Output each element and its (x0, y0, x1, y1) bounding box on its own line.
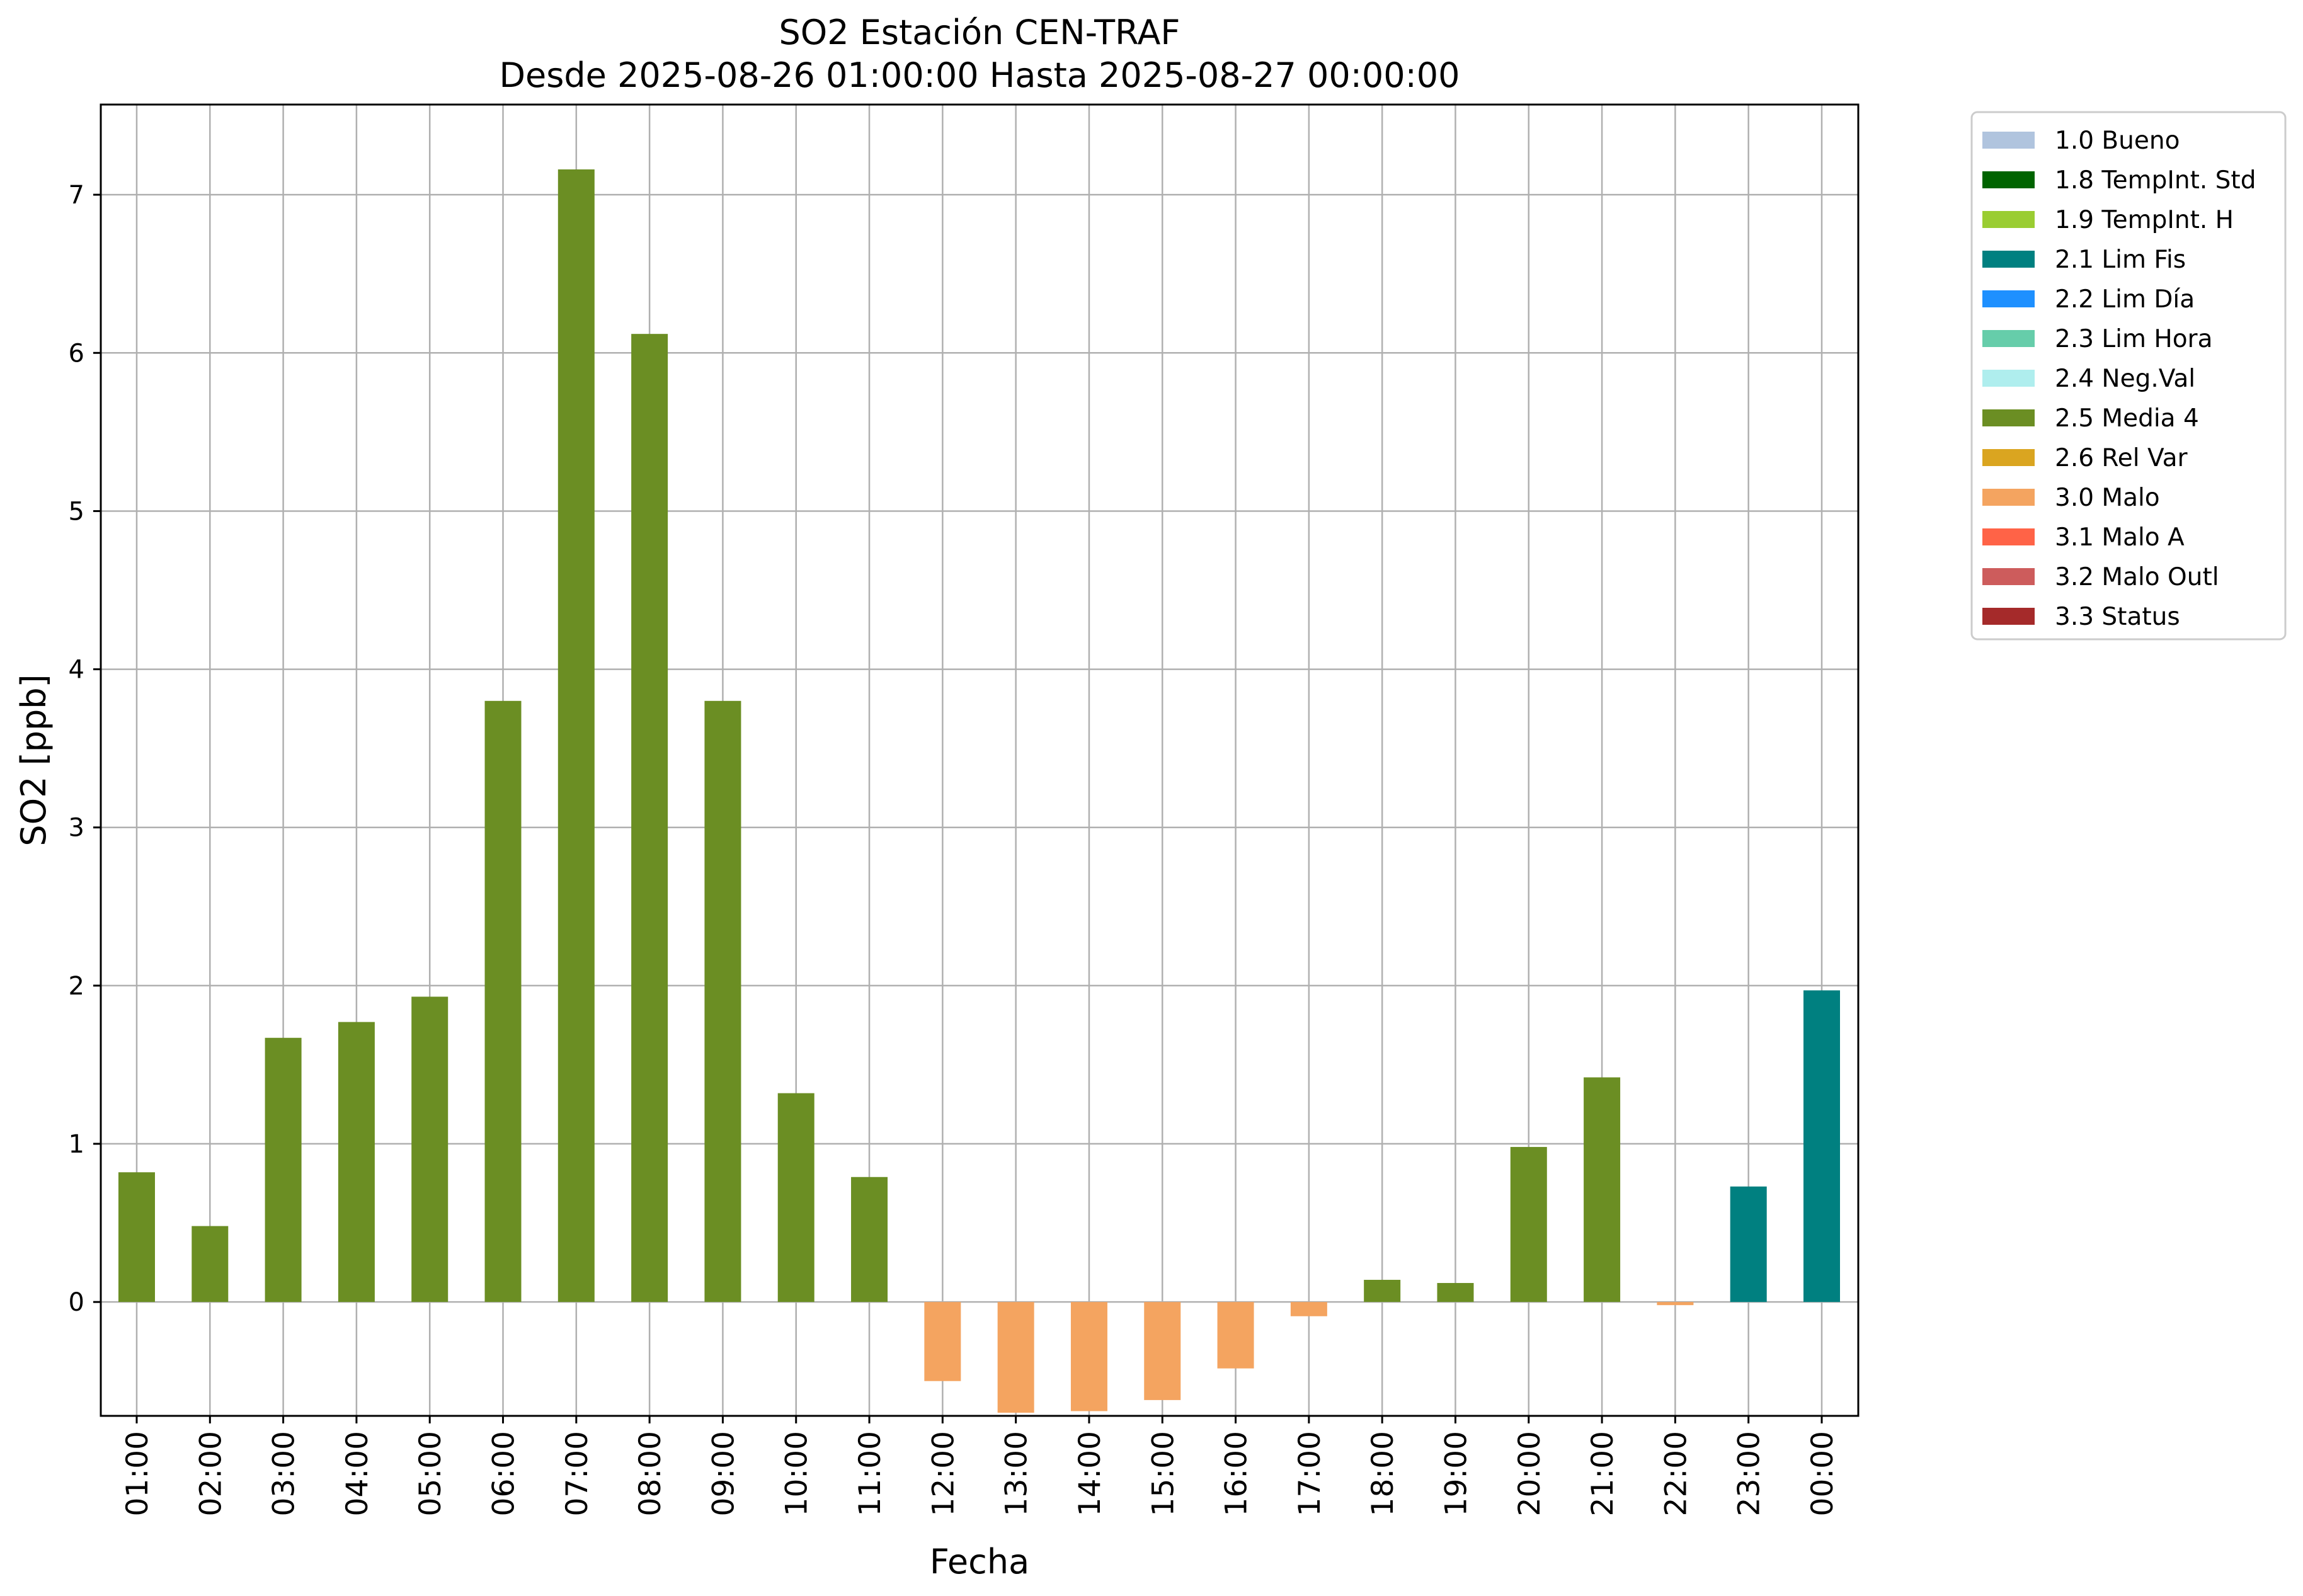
x-tick-label: 17:00 (1293, 1431, 1327, 1516)
bar (777, 1093, 814, 1302)
bar (1510, 1147, 1547, 1302)
bar (557, 169, 595, 1302)
x-tick-label: 21:00 (1586, 1431, 1620, 1516)
x-tick-label: 05:00 (413, 1431, 448, 1516)
bar (265, 1037, 302, 1302)
legend-frame (1970, 111, 2287, 641)
x-tick-label: 06:00 (487, 1431, 522, 1516)
x-tick-label: 08:00 (633, 1431, 668, 1516)
legend-swatch (1982, 330, 2035, 347)
bar (1217, 1302, 1254, 1369)
legend-swatch (1982, 568, 2035, 585)
x-tick-label: 12:00 (926, 1431, 961, 1516)
x-tick-label: 01:00 (120, 1431, 155, 1516)
bar (484, 700, 522, 1302)
legend-label: 1.0 Bueno (2055, 127, 2180, 155)
bars (118, 169, 1840, 1413)
y-tick-label: 7 (69, 181, 84, 210)
legend-label: 3.0 Malo (2055, 484, 2160, 512)
x-tick-label: 18:00 (1366, 1431, 1400, 1516)
bar (1364, 1280, 1401, 1302)
x-tick-label: 22:00 (1659, 1431, 1693, 1516)
legend-label: 3.1 Malo A (2055, 523, 2185, 552)
bar (338, 1022, 375, 1302)
bar (118, 1172, 155, 1302)
plot-frame (100, 103, 1860, 1417)
bar (1437, 1283, 1474, 1302)
x-tick-label: 11:00 (853, 1431, 888, 1516)
x-tick-label: 15:00 (1146, 1431, 1180, 1516)
legend-swatch (1982, 608, 2035, 625)
legend-swatch (1982, 211, 2035, 228)
bar (704, 700, 741, 1302)
bar (851, 1177, 888, 1302)
legend-swatch (1982, 370, 2035, 387)
legend-swatch (1982, 489, 2035, 506)
legend-swatch (1982, 409, 2035, 426)
legend-label: 1.8 TempInt. Std (2055, 166, 2256, 195)
x-tick-label: 14:00 (1073, 1431, 1107, 1516)
x-tick-label: 04:00 (340, 1431, 375, 1516)
chart-subtitle: Desde 2025-08-26 01:00:00 Hasta 2025-08-… (499, 55, 1460, 95)
x-tick-label: 19:00 (1439, 1431, 1473, 1516)
y-tick-label: 0 (69, 1288, 84, 1317)
y-axis-label: SO2 [ppb] (14, 674, 54, 846)
legend-label: 3.2 Malo Outl (2055, 563, 2219, 591)
bar (1584, 1077, 1621, 1302)
x-axis-ticks: 01:00 02:00 03:00 04:00 05:00 06:00 07:00 08:00… (120, 1416, 1840, 1516)
x-tick-label: 16:00 (1220, 1431, 1254, 1516)
x-tick-label: 23:00 (1732, 1431, 1767, 1516)
y-tick-label: 3 (69, 814, 84, 843)
bar (924, 1302, 961, 1381)
x-axis-label: Fecha (930, 1542, 1029, 1582)
x-tick-label: 10:00 (780, 1431, 814, 1516)
bar (1144, 1302, 1181, 1400)
x-tick-label: 09:00 (706, 1431, 741, 1516)
x-tick-label: 02:00 (193, 1431, 228, 1516)
x-tick-label: 13:00 (1000, 1431, 1034, 1516)
legend-label: 3.3 Status (2055, 603, 2180, 631)
bar (411, 996, 449, 1302)
x-tick-label: 07:00 (560, 1431, 595, 1516)
bar (631, 334, 668, 1302)
bar (1070, 1302, 1107, 1411)
legend-label: 1.9 TempInt. H (2055, 206, 2234, 234)
legend-label: 2.5 Media 4 (2055, 404, 2199, 433)
x-tick-label: 03:00 (267, 1431, 302, 1516)
bar (1803, 990, 1840, 1302)
y-tick-label: 1 (69, 1130, 84, 1159)
legend-swatch (1982, 449, 2035, 466)
legend-swatch (1982, 528, 2035, 545)
y-axis-ticks: 0 1 2 3 4 5 6 7 (69, 181, 101, 1317)
legend-label: 2.1 Lim Fis (2055, 246, 2186, 274)
bar (1290, 1302, 1327, 1316)
legend-swatch (1982, 290, 2035, 307)
bar (1657, 1302, 1694, 1306)
y-tick-label: 4 (69, 656, 84, 685)
bar (191, 1226, 229, 1302)
y-tick-label: 2 (69, 972, 84, 1001)
legend-swatch (1982, 132, 2035, 149)
legend-label: 2.2 Lim Día (2055, 285, 2195, 314)
legend: 1.0 Bueno 1.8 TempInt. Std 1.9 TempInt. H 2… (1970, 111, 2287, 641)
chart-title: SO2 Estación CEN-TRAF (779, 13, 1180, 52)
legend-label: 2.3 Lim Hora (2055, 325, 2213, 353)
x-tick-label: 20:00 (1512, 1431, 1547, 1516)
y-tick-label: 5 (69, 497, 84, 526)
legend-swatch (1982, 171, 2035, 188)
legend-swatch (1982, 251, 2035, 268)
bar (1730, 1186, 1767, 1302)
x-tick-label: 00:00 (1805, 1431, 1840, 1516)
bar (997, 1302, 1034, 1413)
y-tick-label: 6 (69, 339, 84, 368)
legend-label: 2.6 Rel Var (2055, 444, 2188, 472)
legend-label: 2.4 Neg.Val (2055, 365, 2195, 393)
